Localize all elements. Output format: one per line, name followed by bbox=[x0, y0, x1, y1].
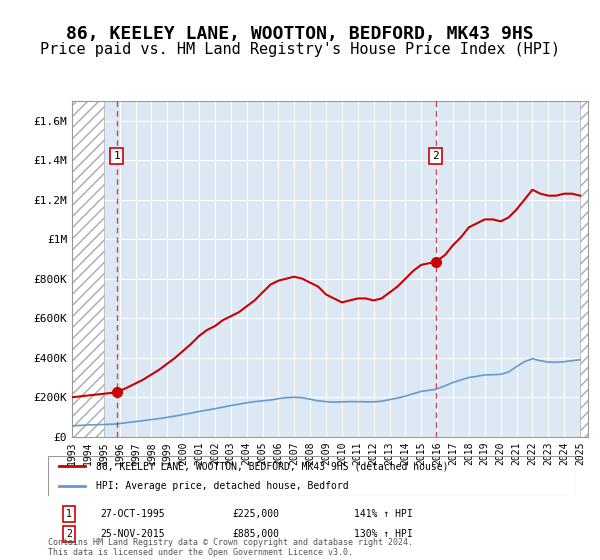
Text: 141% ↑ HPI: 141% ↑ HPI bbox=[354, 509, 413, 519]
Text: 1: 1 bbox=[66, 509, 72, 519]
Text: 25-NOV-2015: 25-NOV-2015 bbox=[101, 529, 166, 539]
Text: 27-OCT-1995: 27-OCT-1995 bbox=[101, 509, 166, 519]
Text: £225,000: £225,000 bbox=[233, 509, 280, 519]
Text: 130% ↑ HPI: 130% ↑ HPI bbox=[354, 529, 413, 539]
Text: 2: 2 bbox=[66, 529, 72, 539]
Text: 2: 2 bbox=[432, 151, 439, 161]
Text: 1: 1 bbox=[113, 151, 120, 161]
Text: HPI: Average price, detached house, Bedford: HPI: Average price, detached house, Bedf… bbox=[95, 481, 348, 491]
Text: 86, KEELEY LANE, WOOTTON, BEDFORD, MK43 9HS (detached house): 86, KEELEY LANE, WOOTTON, BEDFORD, MK43 … bbox=[95, 461, 448, 471]
Text: Price paid vs. HM Land Registry's House Price Index (HPI): Price paid vs. HM Land Registry's House … bbox=[40, 42, 560, 57]
Text: 86, KEELEY LANE, WOOTTON, BEDFORD, MK43 9HS: 86, KEELEY LANE, WOOTTON, BEDFORD, MK43 … bbox=[66, 25, 534, 43]
Text: Contains HM Land Registry data © Crown copyright and database right 2024.
This d: Contains HM Land Registry data © Crown c… bbox=[48, 538, 413, 557]
Text: £885,000: £885,000 bbox=[233, 529, 280, 539]
